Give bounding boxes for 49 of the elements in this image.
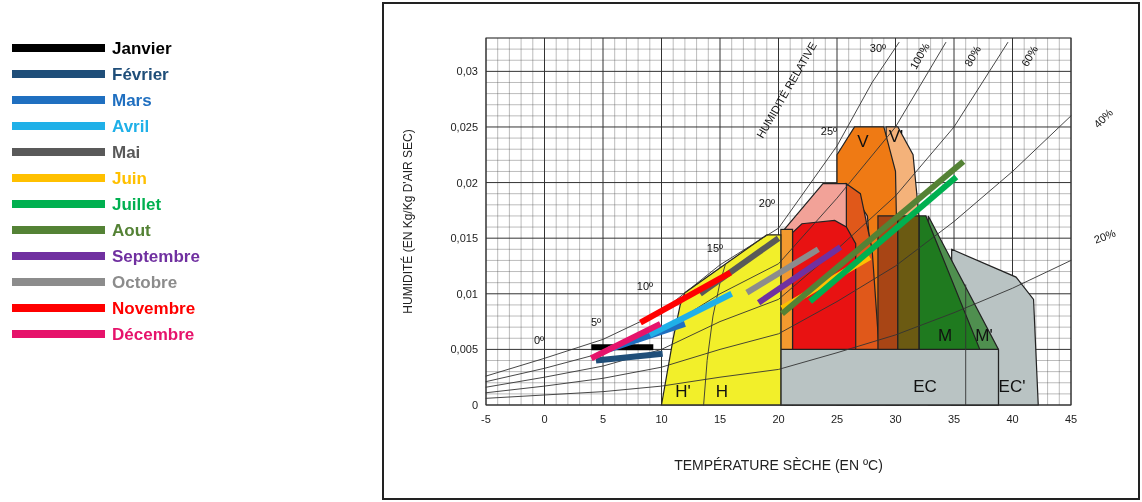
y-tick-label: 0,01 — [456, 287, 478, 300]
x-tick-label: 35 — [947, 413, 961, 425]
annotation: 25º — [820, 125, 838, 137]
x-tick-label: -5 — [481, 413, 491, 425]
annotation: 5º — [590, 316, 602, 328]
annotation: V' — [888, 127, 904, 146]
annotation: H — [715, 382, 729, 401]
annotation: 0º — [533, 334, 545, 346]
text: Juillet — [112, 195, 162, 214]
x-tick-label: 40 — [1006, 413, 1019, 425]
annotation: M — [937, 326, 953, 345]
annotation: H' — [675, 382, 691, 401]
annotation: 10º — [636, 280, 654, 292]
y-tick-label: 0,02 — [456, 176, 478, 189]
text: Novembre — [112, 299, 196, 318]
text: Février — [112, 65, 170, 84]
x-tick-label: 10 — [655, 413, 668, 425]
y-tick-label: 0,03 — [456, 65, 478, 78]
x-tick-label: 5 — [599, 413, 607, 425]
x-tick-label: 20 — [772, 413, 785, 425]
x-tick-label: 15 — [713, 413, 727, 425]
y-axis-title: HUMIDITÉ (EN Kg/Kg D'AIR SEC) — [400, 129, 415, 314]
text: Mars — [112, 91, 152, 110]
text: 40% — [1091, 106, 1116, 131]
text: Aout — [112, 221, 152, 240]
annotation: V — [857, 132, 870, 151]
text: Octobre — [112, 273, 178, 292]
annotation: 30º — [869, 42, 887, 54]
y-tick-label: 0 — [471, 399, 478, 411]
x-tick-label: 25 — [830, 413, 844, 425]
annotation: EC' — [998, 377, 1026, 396]
text: Avril — [112, 117, 150, 136]
x-tick-label: 30 — [889, 413, 902, 425]
text: Juin — [112, 169, 147, 188]
text: Septembre — [112, 247, 200, 266]
annotation: M' — [975, 326, 993, 345]
text: 20% — [1092, 226, 1118, 246]
text: Janvier — [112, 39, 172, 58]
y-tick-label: 0,005 — [450, 343, 478, 356]
x-axis-title: TEMPÉRATURE SÈCHE (EN ºC) — [674, 457, 883, 473]
y-tick-label: 0,025 — [450, 120, 478, 133]
annotation: EC — [913, 377, 937, 396]
y-tick-label: 0,015 — [450, 232, 478, 245]
text: Mai — [112, 143, 141, 162]
x-tick-label: 0 — [541, 413, 548, 425]
x-tick-label: 45 — [1064, 413, 1078, 425]
annotation: 15º — [706, 242, 724, 254]
annotation: 20º — [758, 197, 776, 209]
text: Décembre — [112, 325, 195, 344]
